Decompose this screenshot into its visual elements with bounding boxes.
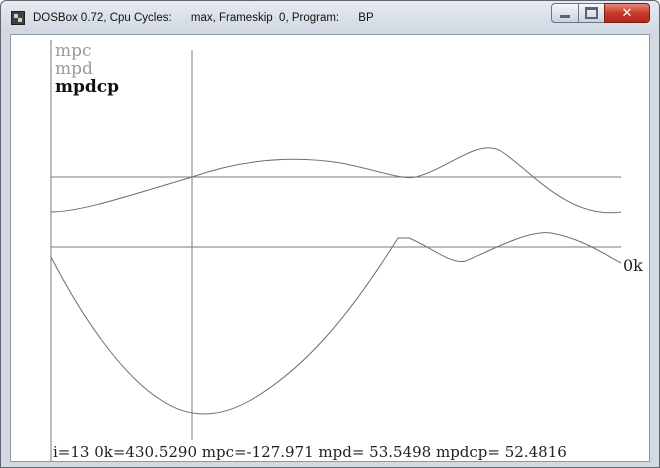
- maximize-icon: [579, 4, 604, 22]
- status-line: i=13 0k=430.5290 mpc=-127.971 mpd= 53.54…: [53, 443, 567, 461]
- plot-canvas: mpc mpd mpdcp 0k i=13 0k=430.5290 mpc=-1…: [50, 40, 643, 461]
- ok-label: 0k: [623, 256, 643, 275]
- minimize-button[interactable]: [551, 3, 579, 23]
- close-icon: ✕: [621, 5, 633, 21]
- dosbox-app-icon[interactable]: [11, 11, 25, 25]
- legend-mpdcp: mpdcp: [55, 77, 119, 97]
- upper-curve: [50, 147, 622, 214]
- minimize-icon: [552, 4, 578, 22]
- maximize-button[interactable]: [578, 3, 605, 23]
- close-button[interactable]: ✕: [604, 3, 650, 23]
- legend-mpd: mpd: [55, 59, 93, 79]
- lower-curve: [50, 232, 622, 415]
- dos-screen[interactable]: mpc mpd mpdcp 0k i=13 0k=430.5290 mpc=-1…: [10, 34, 650, 462]
- window-title: DOSBox 0.72, Cpu Cycles: max, Frameskip …: [33, 12, 374, 24]
- legend-mpc: mpc: [55, 41, 92, 61]
- title-bar[interactable]: DOSBox 0.72, Cpu Cycles: max, Frameskip …: [1, 1, 659, 33]
